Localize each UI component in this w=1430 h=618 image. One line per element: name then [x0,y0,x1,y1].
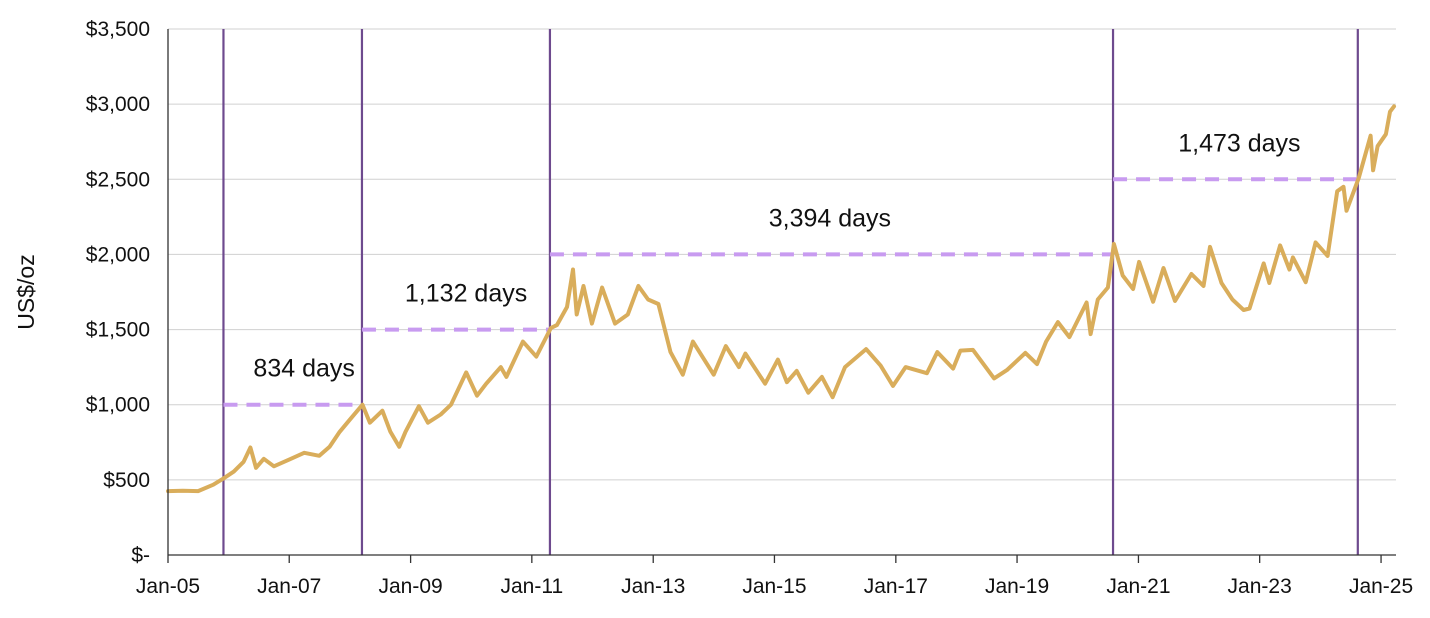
x-tick-label: Jan-25 [1349,575,1413,598]
duration-label: 834 days [253,355,354,383]
threshold-annotations: 834 days 1,132 days 3,394 days 1,473 days [223,129,1358,407]
y-tick-label: $2,000 [86,243,150,266]
y-axis-title: US$/oz [13,254,39,329]
y-tick-label: $- [131,544,150,567]
x-tick-label: Jan-15 [742,575,806,598]
duration-label: 1,473 days [1178,129,1300,157]
x-tick-label: Jan-09 [379,575,443,598]
x-tick-label: Jan-21 [1106,575,1170,598]
series-layer [166,104,1396,494]
y-tick-label: $1,500 [86,319,150,342]
x-tick-label: Jan-19 [985,575,1049,598]
x-tick-label: Jan-07 [257,575,321,598]
x-tick-label: Jan-23 [1228,575,1292,598]
milestone-lines [222,29,1359,555]
gold-price-line [166,104,1396,494]
axes: US$/oz $- $500 $1,000 $1,500 $2,000 $2,500 $3,… [13,18,1413,598]
x-tick-label: Jan-13 [621,575,685,598]
y-tick-label: $3,500 [86,18,150,41]
duration-label: 1,132 days [405,280,527,308]
duration-label: 3,394 days [769,204,891,232]
x-tick-label: Jan-17 [864,575,928,598]
y-tick-label: $2,500 [86,168,150,191]
x-tick-label: Jan-05 [136,575,200,598]
x-tick-label: Jan-11 [501,575,564,598]
y-tick-label: $500 [103,469,150,492]
y-tick-label: $3,000 [86,93,150,116]
y-tick-label: $1,000 [86,394,150,417]
